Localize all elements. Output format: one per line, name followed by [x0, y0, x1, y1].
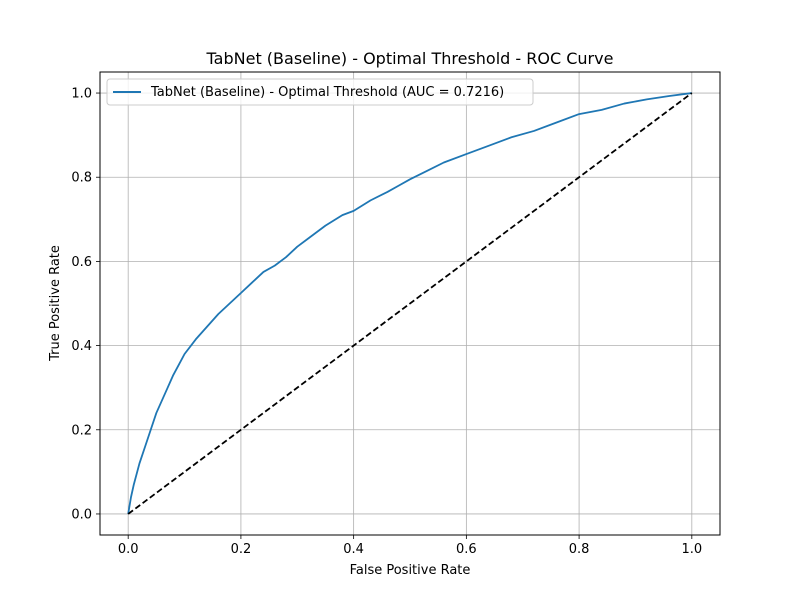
x-axis-label: False Positive Rate: [350, 563, 471, 578]
y-tick-label: 1.0: [71, 87, 92, 102]
y-axis-label: True Positive Rate: [48, 245, 63, 362]
legend-label: TabNet (Baseline) - Optimal Threshold (A…: [150, 85, 504, 100]
series-layer: [127, 92, 693, 515]
y-tick-label: 0.4: [71, 339, 92, 354]
y-tick-label: 0.8: [71, 171, 92, 186]
legend-box: [106, 78, 534, 106]
roc-curve-line: [127, 92, 692, 515]
y-tick-label: 0.2: [71, 423, 92, 438]
x-tick-label: 0.4: [343, 542, 364, 557]
legend: TabNet (Baseline) - Optimal Threshold (A…: [106, 78, 534, 106]
x-tick-label: 0.8: [569, 542, 590, 557]
x-tick-label: 0.0: [118, 542, 139, 557]
x-tick-label: 0.6: [456, 542, 477, 557]
y-tick-label: 0.6: [71, 255, 92, 270]
chance-diagonal-line: [127, 92, 693, 515]
plot-frame: [99, 71, 721, 536]
y-tick-label: 0.0: [71, 507, 92, 522]
axis-ticks: 0.0 0.2 0.4 0.6 0.8 1.0 0.0 0.2 0.4 0.6 0.8 1.0: [71, 87, 702, 557]
x-tick-label: 0.2: [231, 542, 252, 557]
x-tick-label: 1.0: [681, 542, 702, 557]
chart-title: TabNet (Baseline) - Optimal Threshold - …: [206, 49, 614, 68]
